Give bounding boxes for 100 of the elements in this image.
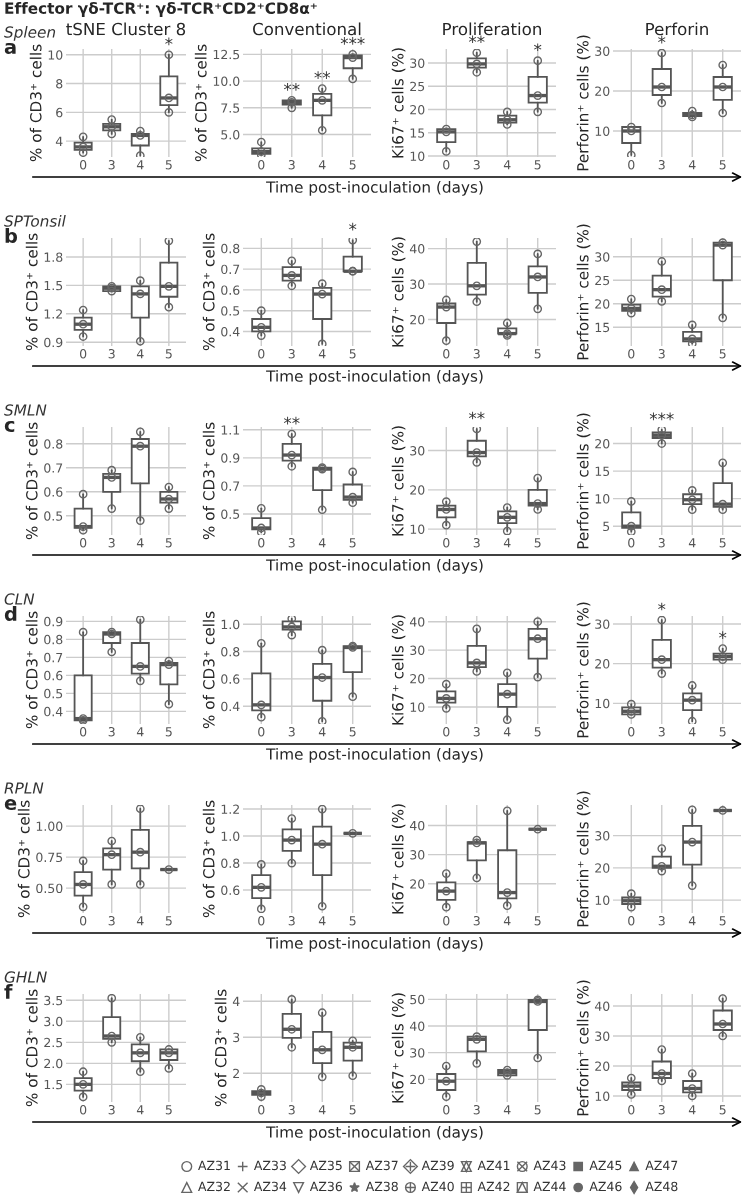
y-axis-title: Perforin⁺ cells (%) (576, 224, 591, 360)
y-tick-label: 30 (595, 252, 610, 262)
y-axis-title: Perforin⁺ cells (%) (576, 35, 591, 171)
y-tick-label: 10 (410, 524, 425, 535)
y-tick-label: 30 (410, 645, 425, 656)
y-tick-label: 30 (595, 1031, 610, 1041)
x-tick-label: 0 (258, 538, 265, 548)
y-axis-title: Ki67⁺ cells (%) (391, 237, 406, 347)
x-tick-label: 0 (258, 916, 265, 926)
y-tick-label: 20 (410, 1074, 425, 1085)
text: c (4, 420, 15, 433)
x-tick-label: 3 (473, 916, 480, 926)
text: b (5, 228, 18, 244)
y-axis-title: % of CD3⁺ cells (25, 611, 38, 729)
y-tick-label: 1.1 (221, 425, 240, 435)
y-tick-label: 30 (595, 46, 610, 56)
x-tick-label: 5 (349, 538, 356, 548)
y-tick-label: 1.00 (36, 821, 63, 832)
y-axis-title: % of CD3⁺ cells (25, 989, 38, 1107)
y-tick-label: 40 (409, 617, 425, 627)
y-tick-label: 0.6 (44, 487, 63, 497)
y-tick-label: 1.0 (221, 831, 240, 841)
x-tick-label: 0 (443, 349, 450, 359)
x-tick-label: 0 (443, 727, 450, 737)
y-tick-label: 20 (595, 439, 610, 449)
y-tick-label: 4 (55, 136, 63, 146)
y-tick-label: 10 (595, 1091, 610, 1101)
x-tick-label: 3 (658, 916, 665, 926)
x-tick-label: 4 (136, 538, 144, 548)
x-tick-label: 5 (534, 1105, 541, 1115)
x-tick-label: 4 (688, 538, 696, 548)
y-tick-label: 20 (410, 485, 425, 495)
y-tick-label: 1.8 (44, 252, 63, 262)
x-tick-label: 5 (165, 1105, 172, 1115)
x-tick-label: 0 (79, 160, 87, 170)
x-tick-label: 4 (318, 916, 326, 926)
x-tick-label: 3 (108, 727, 115, 737)
y-tick-label: 0.7 (44, 652, 63, 663)
x-tick-label: 4 (503, 727, 511, 737)
y-tick-label: 6 (56, 107, 63, 118)
x-tick-label: 4 (688, 916, 696, 926)
y-tick-label: 3.5 (44, 995, 63, 1006)
text: SMLN (4, 404, 47, 416)
text: Spleen (4, 26, 56, 41)
annotation: * (719, 631, 727, 639)
y-tick-label: 10 (595, 698, 610, 709)
x-tick-label: 5 (719, 349, 726, 359)
x-axis-title: Time post-inoculation (days) (266, 748, 483, 763)
x-tick-label: 5 (719, 916, 726, 926)
x-tick-label: 0 (628, 349, 635, 359)
x-tick-label: 5 (534, 727, 541, 737)
y-tick-label: 0.7 (44, 463, 63, 473)
y-tick-label: 0.6 (221, 885, 240, 895)
x-tick-label: 5 (165, 538, 172, 548)
y-tick-label: 0.8 (221, 858, 240, 868)
annotation: *** (340, 37, 365, 45)
y-tick-label: 10 (595, 494, 610, 504)
y-tick-label: 40 (594, 1001, 610, 1011)
text: AZ32 (198, 1181, 230, 1192)
y-axis-title: % of CD3⁺ cells (194, 44, 207, 162)
x-tick-label: 4 (136, 349, 144, 359)
text: AZ43 (533, 1160, 566, 1171)
text: AZ41 (477, 1160, 510, 1170)
y-tick-label: 0.75 (36, 852, 63, 863)
x-tick-label: 3 (288, 160, 295, 170)
y-tick-label: 0.8 (44, 634, 63, 645)
y-tick-label: 25 (410, 81, 425, 92)
y-tick-label: 15 (595, 322, 610, 333)
y-axis-title: % of CD3⁺ cells (202, 800, 215, 918)
y-tick-label: 20 (410, 104, 425, 115)
x-tick-label: 3 (473, 727, 480, 737)
x-tick-label: 3 (108, 1105, 115, 1115)
y-tick-label: 20 (410, 314, 425, 325)
text: AZ47 (645, 1160, 678, 1170)
x-tick-label: 3 (473, 1105, 480, 1115)
y-tick-label: 50 (410, 994, 425, 1005)
y-tick-label: 40 (409, 1021, 425, 1031)
x-tick-label: 4 (503, 916, 511, 926)
y-axis-title: % of CD3⁺ cells (29, 44, 42, 162)
annotation: ** (468, 411, 485, 420)
text: Effector γδ-TCR⁺: γδ-TCR⁺CD2⁺CD8α⁺ (5, 2, 317, 17)
x-tick-label: 3 (473, 538, 480, 548)
y-tick-label: 30 (410, 850, 425, 860)
y-tick-label: 40 (409, 820, 425, 831)
y-tick-label: 10 (410, 702, 425, 712)
y-tick-label: 3 (233, 1032, 240, 1043)
y-tick-label: 0.9 (221, 453, 240, 463)
y-tick-label: 0.6 (44, 670, 63, 681)
x-tick-label: 5 (719, 1105, 726, 1115)
y-tick-label: 12.5 (213, 49, 240, 60)
text: GHLN (4, 971, 47, 983)
x-tick-label: 0 (443, 160, 450, 170)
text: AZ40 (421, 1181, 454, 1192)
x-tick-label: 3 (473, 160, 480, 170)
x-tick-label: 0 (628, 1105, 635, 1115)
y-tick-label: 15 (410, 128, 425, 138)
y-axis-title: % of CD3⁺ cells (214, 989, 227, 1107)
x-tick-label: 5 (534, 916, 541, 926)
text: AZ33 (253, 1160, 286, 1171)
y-tick-label: 20 (410, 674, 425, 684)
